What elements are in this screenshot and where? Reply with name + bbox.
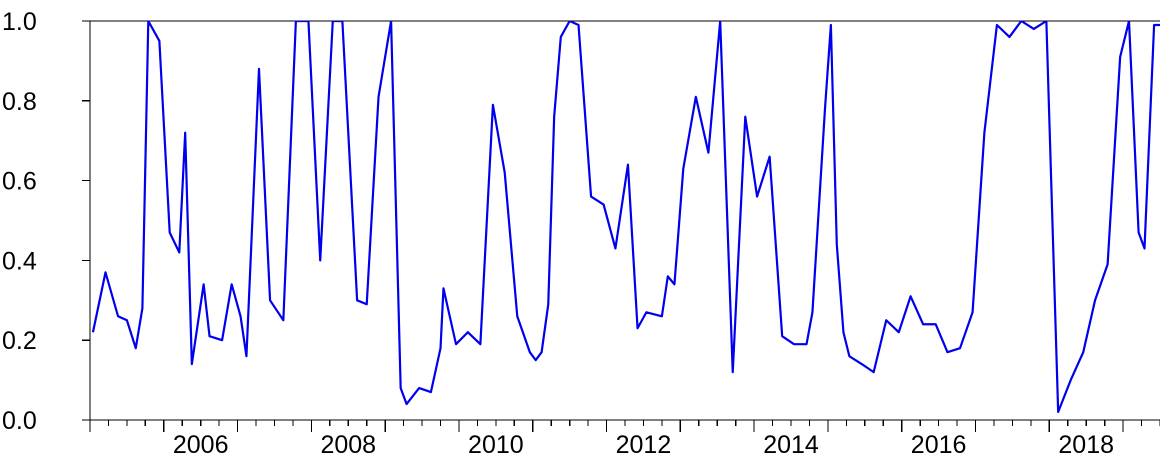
y-axis-ticks: 0.0 0.2 0.4 0.6 0.8 1.0 (2, 8, 90, 435)
y-tick-label: 0.2 (2, 327, 37, 355)
x-tick-label: 2012 (616, 431, 672, 459)
x-tick-label: 2008 (320, 431, 376, 459)
plot-area (91, 21, 1160, 414)
x-tick-label: 2006 (173, 431, 229, 459)
series-line-0 (91, 21, 1160, 414)
x-tick-label: 2016 (911, 431, 967, 459)
y-tick-label: 0.0 (2, 407, 37, 435)
y-tick-label: 0.4 (2, 247, 37, 275)
x-tick-label: 2010 (468, 431, 524, 459)
y-tick-label: 1.0 (2, 8, 37, 36)
x-axis-ticks: 2006 2008 2010 2012 2014 2016 2018 (89, 420, 1160, 459)
y-tick-label: 0.8 (2, 88, 37, 116)
x-tick-label: 2018 (1058, 431, 1114, 459)
x-tick-label: 2014 (763, 431, 819, 459)
axes (89, 20, 1160, 421)
y-tick-label: 0.6 (2, 168, 37, 196)
